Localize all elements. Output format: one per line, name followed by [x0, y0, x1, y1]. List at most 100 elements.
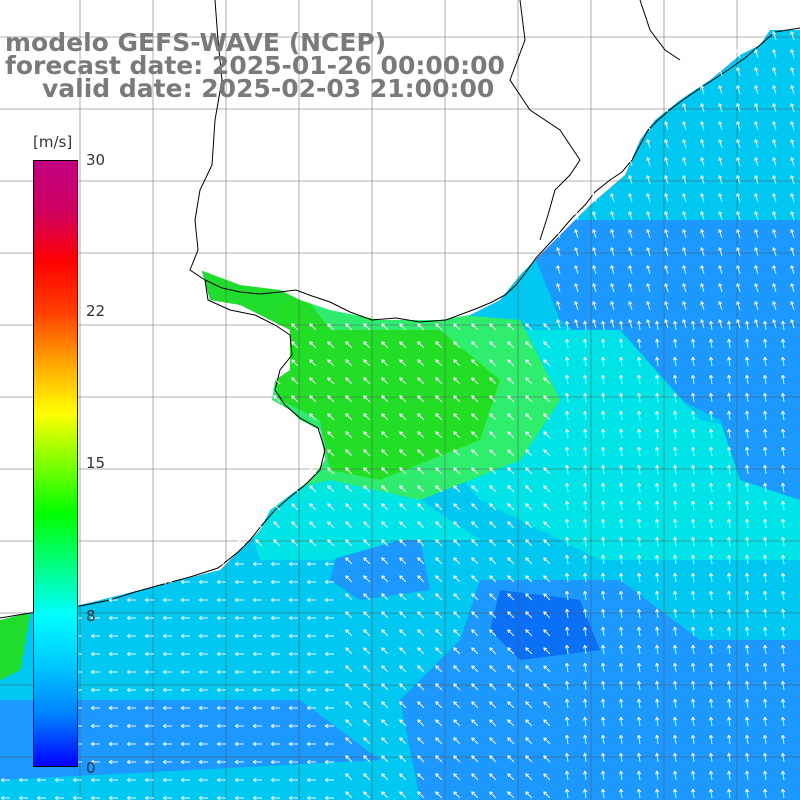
- wind-arrow: [198, 597, 208, 603]
- wind-arrow: [108, 795, 118, 800]
- wind-arrow: [709, 716, 714, 727]
- wind-arrow: [363, 413, 371, 421]
- wind-arrow: [682, 211, 687, 221]
- wind-arrow: [682, 157, 687, 167]
- wind-arrow: [144, 723, 154, 729]
- wind-arrow: [592, 247, 597, 257]
- wind-arrow: [637, 482, 642, 493]
- wind-arrow: [507, 683, 515, 691]
- wind-arrow: [772, 193, 777, 203]
- wind-arrow: [489, 467, 497, 475]
- wind-arrow: [471, 413, 479, 421]
- wind-arrow: [144, 669, 154, 675]
- wind-arrow: [628, 301, 633, 311]
- wind-arrow: [709, 446, 714, 457]
- wind-arrow: [507, 323, 515, 331]
- wind-arrow: [637, 428, 642, 439]
- wind-arrow: [628, 211, 633, 221]
- wind-arrow: [306, 777, 316, 783]
- wind-arrow: [655, 536, 660, 547]
- wind-arrow: [309, 467, 317, 475]
- wind-arrow: [363, 485, 371, 493]
- wind-arrow: [525, 449, 533, 457]
- wind-arrow: [543, 539, 551, 547]
- wind-arrow: [108, 705, 118, 711]
- wind-arrow: [399, 683, 407, 691]
- wind-arrow: [745, 626, 750, 637]
- wind-arrow: [453, 629, 461, 637]
- wind-arrow: [543, 791, 551, 799]
- wind-arrow: [489, 755, 497, 763]
- wind-arrow: [601, 320, 606, 331]
- wind-arrow: [471, 629, 479, 637]
- wind-arrow: [435, 431, 443, 439]
- wind-arrow: [216, 777, 226, 783]
- wind-arrow: [291, 503, 299, 511]
- wind-arrow: [252, 669, 262, 675]
- wind-arrow: [363, 593, 371, 601]
- wind-arrow: [601, 554, 606, 565]
- wind-arrow: [471, 323, 479, 331]
- wind-arrow: [471, 503, 479, 511]
- wind-arrow: [691, 464, 696, 475]
- wind-arrow: [162, 615, 172, 621]
- wind-arrow: [664, 319, 669, 329]
- wind-arrow: [198, 615, 208, 621]
- wind-arrow: [763, 554, 768, 565]
- wind-arrow: [745, 410, 750, 421]
- wind-arrow: [691, 590, 696, 601]
- wind-arrow: [345, 611, 353, 619]
- wind-arrow: [727, 770, 732, 781]
- wind-arrow: [655, 464, 660, 475]
- wind-arrow: [162, 759, 172, 765]
- wind-arrow: [507, 665, 515, 673]
- wind-arrow: [306, 669, 316, 675]
- wind-arrow: [525, 719, 533, 727]
- wind-arrow: [507, 485, 515, 493]
- wind-arrow: [90, 651, 100, 657]
- wind-arrow: [471, 737, 479, 745]
- wind-arrow: [763, 374, 768, 385]
- wind-arrow: [435, 521, 443, 529]
- wind-arrow: [646, 211, 651, 221]
- wind-arrow: [745, 590, 750, 601]
- wind-arrow: [655, 626, 660, 637]
- wind-arrow: [162, 795, 172, 800]
- wind-arrow: [234, 597, 244, 603]
- wind-arrow: [471, 575, 479, 583]
- wind-arrow: [327, 449, 335, 457]
- wind-arrow: [417, 683, 425, 691]
- wind-arrow: [216, 633, 226, 639]
- wind-arrow: [144, 777, 154, 783]
- wind-arrow: [772, 49, 777, 59]
- wind-arrow: [763, 356, 768, 367]
- wind-arrow: [435, 575, 443, 583]
- wind-arrow: [489, 683, 497, 691]
- wind-arrow: [664, 103, 669, 113]
- wind-arrow: [270, 705, 280, 711]
- wind-arrow: [381, 701, 389, 709]
- wind-arrow: [583, 626, 588, 637]
- wind-arrow: [583, 410, 588, 421]
- wind-arrow: [646, 139, 651, 149]
- wind-arrow: [691, 446, 696, 457]
- wind-arrow: [162, 723, 172, 729]
- wind-arrow: [754, 265, 759, 275]
- wind-arrow: [745, 572, 750, 583]
- wind-arrow: [610, 319, 615, 329]
- wind-arrow: [72, 777, 82, 783]
- wind-arrow: [664, 157, 669, 167]
- wind-arrow: [745, 338, 750, 349]
- wind-arrow: [306, 597, 316, 603]
- wind-arrow: [565, 356, 570, 367]
- wind-arrow: [417, 359, 425, 367]
- wind-arrow: [144, 615, 154, 621]
- wind-arrow: [306, 561, 316, 567]
- wind-arrow: [507, 341, 515, 349]
- wind-arrow: [327, 431, 335, 439]
- wind-arrow: [619, 356, 624, 367]
- wind-arrow: [637, 608, 642, 619]
- wind-arrow: [736, 157, 741, 167]
- wind-arrow: [327, 413, 335, 421]
